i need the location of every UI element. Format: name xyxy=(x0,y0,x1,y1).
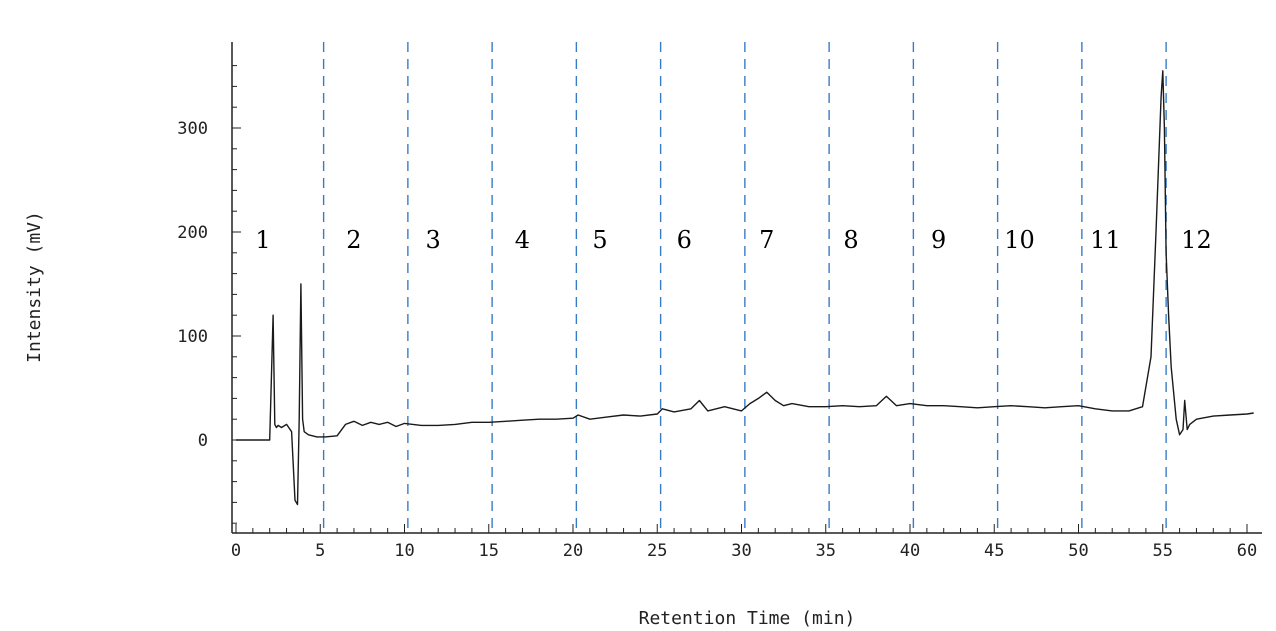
x-tick-label: 35 xyxy=(816,541,836,561)
fraction-labels: 1 2 3 4 5 6 7 8 9 10 11 12 xyxy=(255,226,1211,254)
fraction-label-1: 1 xyxy=(255,226,270,254)
fraction-label-5: 5 xyxy=(592,226,607,254)
fraction-label-7: 7 xyxy=(759,226,774,254)
y-tick-label: 0 xyxy=(198,431,208,451)
x-tick-label: 45 xyxy=(984,541,1004,561)
fraction-label-3: 3 xyxy=(426,226,441,254)
x-tick-label: 10 xyxy=(394,541,414,561)
fraction-label-6: 6 xyxy=(677,226,692,254)
x-tick-label: 15 xyxy=(479,541,499,561)
fraction-label-4: 4 xyxy=(515,226,530,254)
x-axis-label: Retention Time (min) xyxy=(639,608,856,629)
x-tick-label: 40 xyxy=(900,541,920,561)
fraction-label-11: 11 xyxy=(1090,226,1121,254)
x-tick-label: 5 xyxy=(315,541,325,561)
chromatogram-trace xyxy=(236,70,1254,506)
y-tick-label: 100 xyxy=(177,327,208,347)
x-tick-label: 60 xyxy=(1237,541,1257,561)
y-tick-label: 300 xyxy=(177,119,208,139)
x-tick-label: 0 xyxy=(231,541,241,561)
series-layer xyxy=(236,70,1254,506)
y-axis-label: Intensity (mV) xyxy=(24,211,45,363)
axes xyxy=(231,42,1262,534)
x-tick-label: 30 xyxy=(731,541,751,561)
x-tick-label: 25 xyxy=(647,541,667,561)
x-tick-label: 20 xyxy=(563,541,583,561)
fraction-dividers xyxy=(322,42,1167,533)
fraction-label-8: 8 xyxy=(843,226,858,254)
x-tick-label: 55 xyxy=(1153,541,1173,561)
fraction-label-2: 2 xyxy=(346,226,361,254)
x-tick-label: 50 xyxy=(1068,541,1088,561)
fraction-label-12: 12 xyxy=(1181,226,1212,254)
y-tick-label: 200 xyxy=(177,223,208,243)
fraction-label-10: 10 xyxy=(1004,226,1035,254)
fraction-label-9: 9 xyxy=(931,226,946,254)
